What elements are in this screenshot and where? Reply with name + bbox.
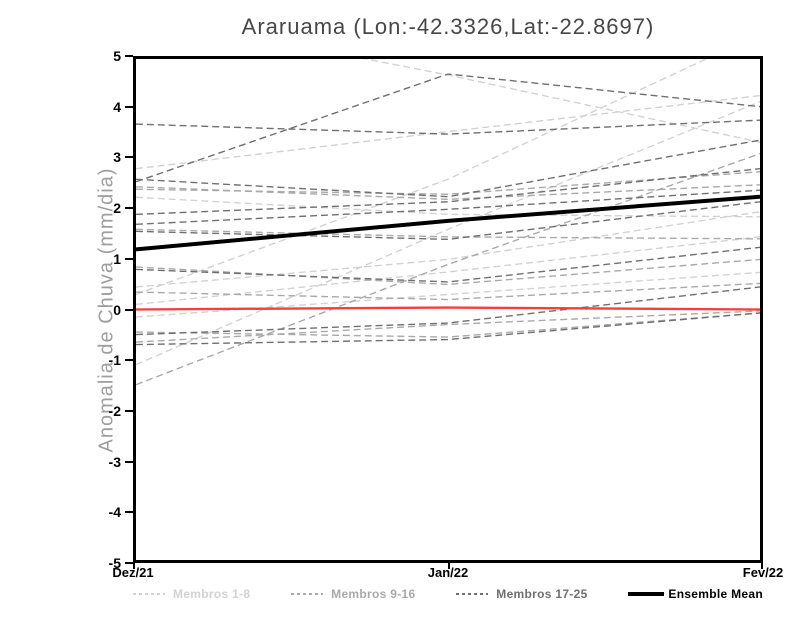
- member-line-group-3: [136, 139, 760, 198]
- y-tick-mark: [125, 409, 133, 412]
- member-line-group-2: [136, 184, 760, 201]
- y-tick-marks: [123, 55, 133, 564]
- legend-label-membros-1-8: Membros 1-8: [173, 587, 251, 601]
- member-line-group-3: [136, 201, 760, 241]
- y-tick-mark: [125, 156, 133, 159]
- y-tick-label: -5: [108, 555, 121, 571]
- member-line-group-1: [136, 196, 760, 218]
- y-tick-mark: [125, 257, 133, 260]
- x-tick-mark: [448, 561, 450, 569]
- x-tick-mark: [133, 561, 135, 569]
- y-tick-labels: -5 -4 -3 -2 -1 0 1 2 3 4 5: [80, 48, 121, 571]
- member-line-group-2: [136, 310, 760, 343]
- legend-item-membros-1-8: Membros 1-8: [133, 587, 250, 601]
- ensemble-mean-line: [136, 194, 760, 252]
- member-line-group-1: [136, 94, 760, 170]
- member-line-group-3: [136, 312, 760, 346]
- x-tick-marks: [133, 561, 763, 570]
- y-tick-mark: [125, 359, 133, 362]
- y-tick-label: 0: [113, 301, 121, 318]
- y-tick-mark: [125, 308, 133, 311]
- y-tick-label: 3: [113, 149, 121, 166]
- member-line-group-1: [136, 211, 760, 288]
- y-tick-label: 5: [113, 48, 121, 64]
- y-tick-mark: [125, 55, 133, 57]
- x-tick-labels: Dez/21 Jan/22 Fev/22: [0, 565, 800, 581]
- member-line-group-3: [136, 189, 760, 226]
- legend: Membros 1-8 Membros 9-16 Membros 17-25 E…: [133, 585, 763, 603]
- legend-label-membros-17-25: Membros 17-25: [496, 587, 588, 601]
- y-tick-label: -4: [108, 504, 121, 521]
- member-line-group-3: [136, 167, 760, 216]
- y-tick-mark: [125, 460, 133, 463]
- member-line-group-1: [362, 59, 760, 143]
- y-tick-label: -3: [108, 453, 121, 470]
- y-tick-mark: [125, 511, 133, 514]
- chart-title: Araruama (Lon:-42.3326,Lat:-22.8697): [241, 14, 655, 39]
- member-line-group-1: [136, 59, 708, 296]
- y-tick-label: -1: [108, 352, 121, 369]
- dashed-line-swatch-light: [133, 588, 165, 600]
- y-tick-mark: [125, 562, 133, 564]
- member-line-group-2: [136, 228, 760, 240]
- member-line-group-1: [136, 100, 760, 366]
- member-line-group-3: [136, 73, 760, 183]
- dashed-line-swatch-dark: [456, 588, 489, 600]
- x-tick-label-dez21: Dez/21: [112, 565, 154, 580]
- member-line-group-1: [136, 236, 760, 306]
- ensemble-lines-svg: [136, 59, 760, 386]
- y-tick-label: 2: [113, 200, 121, 217]
- y-tick-label: -2: [108, 402, 121, 419]
- x-tick-label-jan22: Jan/22: [427, 565, 469, 580]
- member-line-group-2: [136, 312, 760, 338]
- legend-label-membros-9-16: Membros 9-16: [331, 587, 416, 601]
- member-line-group-2: [136, 282, 760, 301]
- zero-reference-line: [136, 306, 760, 311]
- solid-line-swatch-mean: [628, 588, 665, 600]
- member-line-group-3: [136, 119, 760, 135]
- y-tick-label: 4: [113, 98, 121, 115]
- member-line-group-3: [136, 246, 760, 283]
- member-line-group-3: [136, 286, 760, 336]
- dashed-line-swatch-medium: [291, 588, 324, 600]
- member-line-group-2: [136, 153, 760, 386]
- plot-area: [133, 56, 763, 563]
- y-tick-label: 1: [113, 250, 121, 267]
- legend-item-ensemble-mean: Ensemble Mean: [628, 587, 763, 601]
- x-tick-label-fev22: Fev/22: [742, 565, 784, 580]
- y-tick-mark: [125, 207, 133, 210]
- x-tick-mark: [761, 561, 763, 569]
- y-tick-mark: [125, 105, 133, 108]
- legend-item-membros-17-25: Membros 17-25: [456, 587, 587, 601]
- legend-item-membros-9-16: Membros 9-16: [291, 587, 415, 601]
- legend-label-ensemble-mean: Ensemble Mean: [668, 587, 763, 601]
- member-line-group-2: [136, 258, 760, 286]
